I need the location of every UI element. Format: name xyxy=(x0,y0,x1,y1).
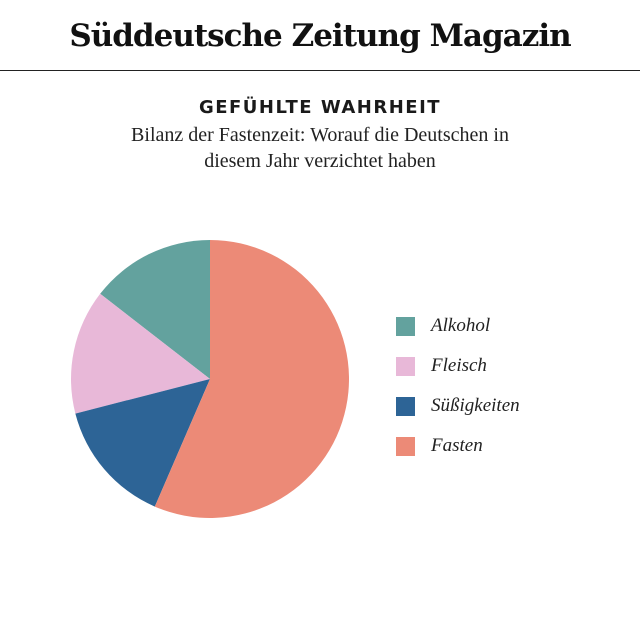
legend-item: Alkohol xyxy=(396,306,520,346)
legend-item: Süßigkeiten xyxy=(396,386,520,426)
masthead-title: Süddeutsche Zeitung Magazin xyxy=(69,18,571,54)
pie-slice-süßigkeiten xyxy=(75,379,211,507)
legend-swatch xyxy=(396,396,415,416)
legend-label: Alkohol xyxy=(431,315,491,336)
chart-subtitle: Bilanz der Fastenzeit: Worauf die Deutsc… xyxy=(131,124,509,172)
legend-item: Fasten xyxy=(396,426,520,466)
pie-slice-alkohol xyxy=(100,240,210,379)
masthead: Süddeutsche Zeitung Magazin xyxy=(0,0,640,71)
legend-item: Fleisch xyxy=(396,346,520,386)
pie-slice-fasten xyxy=(154,240,349,518)
legend-swatch xyxy=(396,356,415,376)
chart-title: GEFÜHLTE WAHRHEIT xyxy=(198,97,442,118)
chart-legend: Alkohol Fleisch Süßigkeiten Fasten xyxy=(396,306,520,466)
legend-label: Süßigkeiten xyxy=(431,395,520,416)
legend-label: Fleisch xyxy=(431,355,487,376)
legend-swatch xyxy=(396,316,415,336)
legend-label: Fasten xyxy=(431,435,483,456)
pie-slice-fleisch xyxy=(71,293,210,414)
legend-swatch xyxy=(396,436,415,456)
